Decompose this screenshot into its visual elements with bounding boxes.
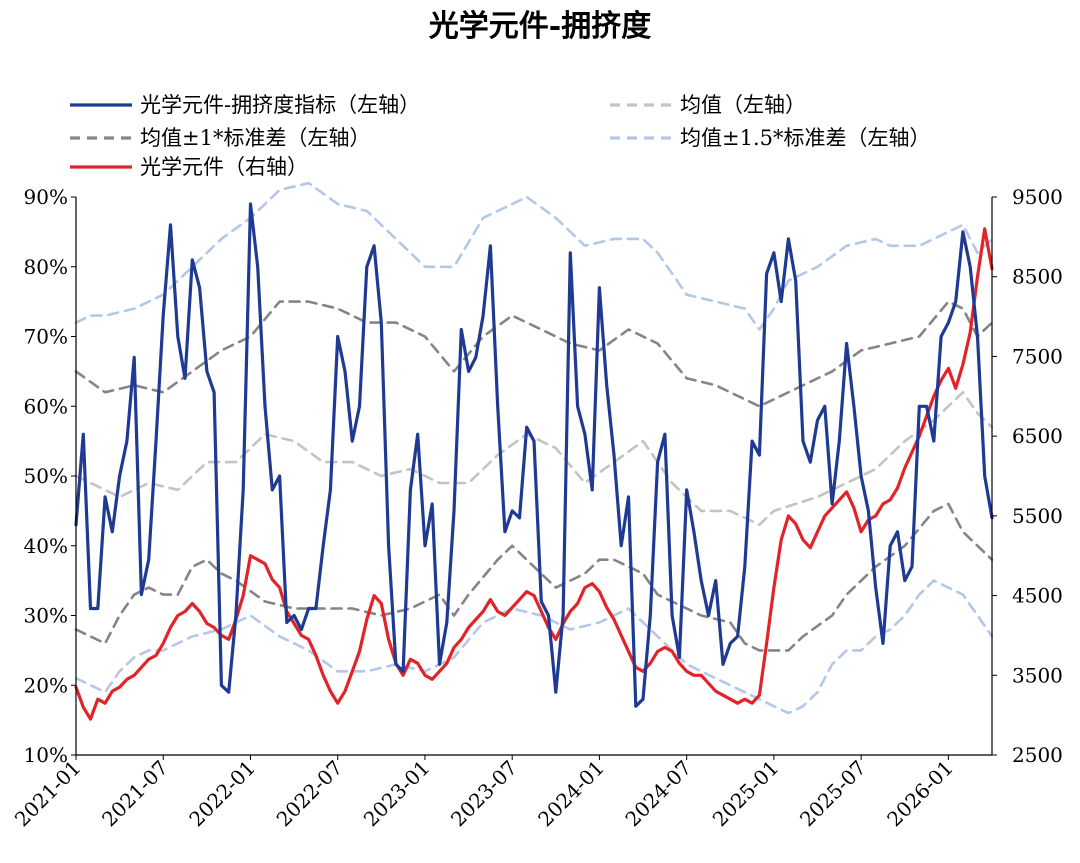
legend-label-sd1: 均值±1*标准差（左轴） bbox=[140, 126, 370, 150]
series-line-sd15u bbox=[74, 181, 994, 331]
plot-area bbox=[74, 181, 994, 721]
legend-label-sd15: 均值±1.5*标准差（左轴） bbox=[680, 126, 931, 150]
legend-label-crowding: 光学元件-拥挤度指标（左轴） bbox=[140, 93, 420, 117]
series-line-sd1u bbox=[74, 300, 994, 408]
series-line-index bbox=[74, 227, 994, 721]
legend-item-sd1: 均值±1*标准差（左轴） bbox=[70, 126, 370, 150]
x-tick-label: 2023-07 bbox=[446, 756, 522, 832]
y-left-tick-label: 80% bbox=[24, 255, 68, 279]
y-right-tick-label: 2500 bbox=[1012, 743, 1063, 767]
series-line-sd1l bbox=[74, 502, 994, 652]
x-tick-label: 2022-01 bbox=[184, 756, 260, 832]
legend-label-mean: 均值（左轴） bbox=[680, 93, 806, 117]
x-tick-label: 2024-01 bbox=[533, 756, 609, 832]
legend-label-index: 光学元件（右轴） bbox=[140, 155, 308, 179]
y-left-tick-label: 60% bbox=[24, 394, 68, 418]
legend-item-sd15: 均值±1.5*标准差（左轴） bbox=[610, 126, 931, 150]
x-tick-label: 2024-07 bbox=[620, 756, 696, 832]
legend-item-crowding: 光学元件-拥挤度指标（左轴） bbox=[70, 93, 420, 117]
y-left-tick-label: 40% bbox=[24, 534, 68, 558]
chart-title: 光学元件-拥挤度 bbox=[429, 9, 651, 44]
y-right-tick-label: 3500 bbox=[1012, 663, 1063, 687]
y-left-tick-label: 50% bbox=[24, 464, 68, 488]
y-right-tick-label: 7500 bbox=[1012, 344, 1063, 368]
y-right-tick-label: 4500 bbox=[1012, 584, 1063, 608]
y-left-tick-label: 90% bbox=[24, 185, 68, 209]
x-tick-label: 2026-01 bbox=[882, 756, 958, 832]
y-left-tick-label: 70% bbox=[24, 325, 68, 349]
x-tick-label: 2022-07 bbox=[272, 756, 348, 832]
x-tick-label: 2021-07 bbox=[97, 756, 173, 832]
y-right-tick-label: 5500 bbox=[1012, 504, 1063, 528]
x-tick-label: 2023-01 bbox=[359, 756, 435, 832]
legend-item-index: 光学元件（右轴） bbox=[70, 155, 308, 179]
x-tick-label: 2025-01 bbox=[708, 756, 784, 832]
x-tick-label: 2025-07 bbox=[795, 756, 871, 832]
legend: 光学元件-拥挤度指标（左轴） 均值（左轴） 均值±1*标准差（左轴） 均值±1.5*标… bbox=[70, 93, 931, 179]
series-line-sd15l bbox=[74, 579, 994, 715]
y-right-tick-label: 9500 bbox=[1012, 185, 1063, 209]
y-left-tick-label: 20% bbox=[24, 673, 68, 697]
y-left-tick-label: 30% bbox=[24, 604, 68, 628]
y-right-tick-label: 6500 bbox=[1012, 424, 1063, 448]
y-left-tick-label: 10% bbox=[24, 743, 68, 767]
y-right-tick-label: 8500 bbox=[1012, 265, 1063, 289]
legend-item-mean: 均值（左轴） bbox=[610, 93, 806, 117]
series-line-crowding bbox=[74, 202, 994, 708]
